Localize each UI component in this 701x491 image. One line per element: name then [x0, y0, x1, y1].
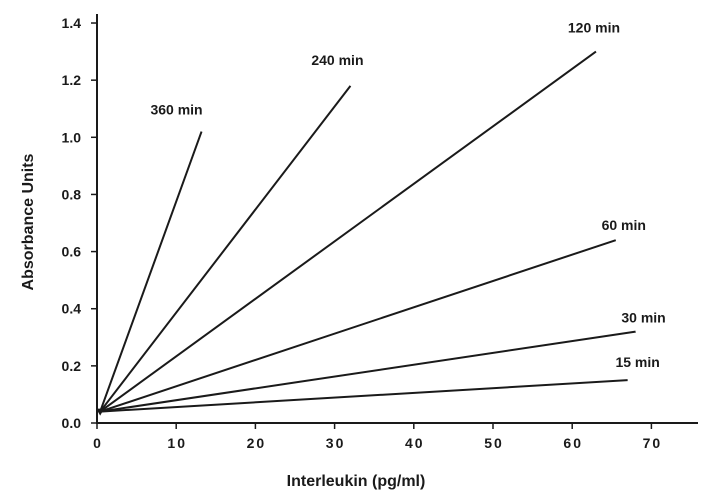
x-tick-label: 20: [247, 435, 267, 451]
series-line-120-min: [99, 50, 597, 413]
series-label-15-min: 15 min: [615, 354, 659, 370]
x-tick-label: 30: [326, 435, 346, 451]
axes: [96, 14, 698, 424]
y-axis-title: Absorbance Units: [20, 153, 37, 290]
series-lines: [96, 50, 636, 416]
y-tick-label: 0.0: [62, 415, 82, 431]
y-tick-label: 0.8: [62, 186, 82, 202]
series-label-360-min: 360 min: [150, 102, 202, 118]
x-tick-label: 50: [484, 435, 504, 451]
y-tick-label: 1.2: [62, 72, 82, 88]
y-tick-label: 1.4: [62, 15, 82, 31]
series-line-30-min: [100, 330, 636, 413]
series-labels: 360 min 240 min 120 min 60 min 30 min 15 min: [150, 20, 665, 371]
y-tick-label: 0.6: [62, 244, 82, 260]
y-tick-label: 0.2: [62, 358, 82, 374]
x-tick-label: 40: [405, 435, 425, 451]
x-tick-label: 10: [167, 435, 187, 451]
ticks: 0.0 0.2 0.4 0.6 0.8 1.0 1.2 1.4 0 10 20 30 40 50 60 70: [62, 15, 663, 451]
series-line-15-min: [100, 379, 628, 413]
series-label-120-min: 120 min: [568, 20, 620, 36]
origin-marker: [96, 408, 105, 416]
series-label-60-min: 60 min: [602, 217, 646, 233]
y-tick-label: 1.0: [62, 129, 82, 145]
x-tick-label: 0: [93, 435, 103, 451]
series-line-60-min: [99, 239, 617, 413]
x-tick-label: 70: [643, 435, 663, 451]
y-tick-label: 0.4: [62, 301, 82, 317]
series-line-240-min: [99, 85, 352, 413]
series-label-240-min: 240 min: [311, 52, 363, 68]
x-tick-label: 60: [563, 435, 583, 451]
series-line-360-min: [99, 131, 203, 412]
series-label-30-min: 30 min: [621, 310, 665, 326]
x-axis-title: Interleukin (pg/ml): [287, 473, 426, 490]
